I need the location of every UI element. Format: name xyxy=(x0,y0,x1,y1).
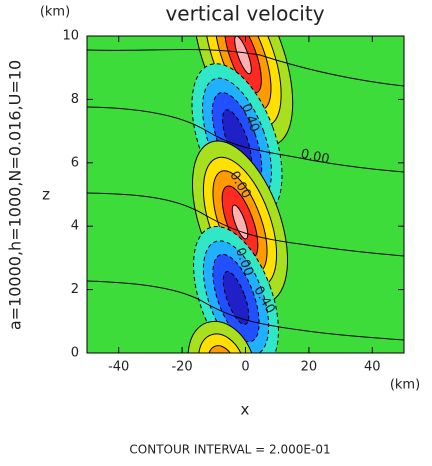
y-tick-label: 8 xyxy=(71,92,79,107)
x-tick-label: 20 xyxy=(301,360,318,375)
footer: CONTOUR INTERVAL = 2.000E-01 xyxy=(129,443,330,457)
y-unit: (km) xyxy=(40,5,70,20)
x-tick-label: -20 xyxy=(171,360,192,375)
x-tick-label: 40 xyxy=(364,360,381,375)
x-unit: (km) xyxy=(390,378,420,393)
y-tick-label: 4 xyxy=(71,219,79,234)
parameters: a=10000,h=1000,N=0.016,U=10 xyxy=(6,60,25,330)
x-tick-label: -40 xyxy=(108,360,129,375)
x-label: x xyxy=(241,401,250,419)
y-label: z xyxy=(42,186,50,204)
chart-title: vertical velocity xyxy=(165,2,324,26)
y-tick-label: 10 xyxy=(62,29,79,44)
y-tick-label: 0 xyxy=(71,346,79,361)
contour-field xyxy=(87,36,404,353)
contour-label: 0.00 xyxy=(299,147,330,168)
y-tick-label: 2 xyxy=(71,282,79,297)
y-tick-label: 6 xyxy=(71,155,79,170)
x-tick-label: 0 xyxy=(241,360,249,375)
